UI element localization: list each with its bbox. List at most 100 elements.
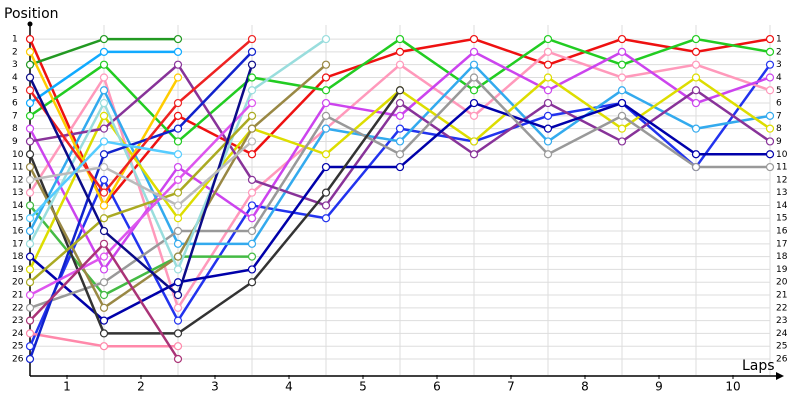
y-tick-label: 4 <box>12 73 18 83</box>
point <box>247 175 257 184</box>
y-tick-label-right: 22 <box>776 303 787 313</box>
point <box>321 111 331 120</box>
point <box>25 175 35 184</box>
y-tick-label-right: 16 <box>776 227 788 237</box>
point <box>99 278 109 287</box>
point <box>25 34 35 44</box>
point <box>395 137 405 146</box>
y-tick-label: 6 <box>12 99 18 109</box>
x-tick-label: 10 <box>725 380 740 394</box>
point <box>173 98 183 108</box>
point <box>99 252 109 261</box>
point <box>765 162 775 172</box>
point <box>99 34 109 44</box>
y-tick-label-right: 7 <box>776 111 782 121</box>
x-tick-label: 9 <box>655 380 663 394</box>
y-tick-label-right: 4 <box>776 73 782 83</box>
point <box>25 188 35 197</box>
y-tick-label: 16 <box>12 227 24 237</box>
point <box>173 73 183 82</box>
point <box>173 252 183 261</box>
point <box>25 278 35 287</box>
point <box>395 111 405 120</box>
x-tick-label: 6 <box>433 380 441 394</box>
series-line <box>29 140 253 207</box>
point <box>765 73 775 82</box>
y-tick-label: 24 <box>12 329 24 339</box>
x-tick-label: 3 <box>211 380 219 394</box>
point <box>617 60 627 69</box>
point <box>247 226 257 236</box>
point <box>469 60 479 69</box>
point <box>173 265 183 274</box>
point <box>173 290 183 300</box>
x-tick-label: 2 <box>137 380 145 394</box>
point <box>469 47 479 56</box>
point <box>321 214 331 223</box>
y-tick-label: 10 <box>12 150 24 160</box>
y-tick-label: 19 <box>12 265 24 275</box>
point <box>99 124 109 133</box>
x-axis-arrow <box>776 372 784 380</box>
series-line <box>28 64 254 298</box>
y-tick-label: 23 <box>12 316 23 326</box>
point <box>99 239 109 248</box>
y-tick-label-right: 24 <box>776 329 788 339</box>
point <box>247 124 257 133</box>
point <box>395 150 405 159</box>
series-line <box>29 102 253 297</box>
point <box>691 73 701 82</box>
point <box>173 342 183 351</box>
y-tick-label-right: 17 <box>776 239 787 249</box>
y-tick-label: 14 <box>12 201 24 211</box>
point <box>691 150 701 159</box>
point <box>25 124 35 133</box>
point <box>543 34 553 44</box>
point <box>543 111 553 120</box>
point <box>617 124 627 133</box>
point <box>543 150 553 159</box>
y-tick-label: 12 <box>12 175 23 185</box>
y-tick-label-right: 12 <box>776 175 787 185</box>
point <box>617 86 627 95</box>
y-tick-label: 25 <box>12 342 23 352</box>
x-tick-label: 8 <box>581 380 589 394</box>
point <box>765 86 775 95</box>
y-tick-label-right: 26 <box>776 355 788 365</box>
y-tick-label-right: 25 <box>776 342 787 352</box>
y-tick-label-right: 23 <box>776 316 787 326</box>
point <box>617 111 627 120</box>
point <box>321 162 331 172</box>
point <box>321 201 331 210</box>
point <box>173 162 183 172</box>
point <box>99 111 109 120</box>
x-tick-label: 1 <box>63 380 71 394</box>
point <box>25 214 35 223</box>
point <box>247 188 257 197</box>
y-tick-label-right: 10 <box>776 150 788 160</box>
y-axis-label: Position <box>4 6 59 22</box>
point <box>25 162 35 172</box>
point <box>173 316 183 325</box>
y-tick-label: 15 <box>12 214 23 224</box>
point <box>617 137 627 146</box>
point <box>173 354 183 364</box>
point <box>543 137 553 146</box>
y-tick-label-right: 1 <box>776 35 782 45</box>
y-tick-label-right: 13 <box>776 188 787 198</box>
point <box>25 60 35 69</box>
point <box>469 111 479 120</box>
y-tick-label-right: 8 <box>776 124 782 134</box>
point <box>469 137 479 146</box>
point <box>247 278 257 287</box>
point <box>469 73 479 82</box>
point <box>321 73 331 82</box>
point <box>543 47 553 56</box>
point <box>99 201 109 210</box>
point <box>395 124 405 133</box>
y-tick-label: 2 <box>12 47 18 57</box>
point <box>321 60 331 69</box>
point <box>395 162 405 172</box>
y-tick-label-right: 18 <box>776 252 788 262</box>
point <box>543 86 553 95</box>
